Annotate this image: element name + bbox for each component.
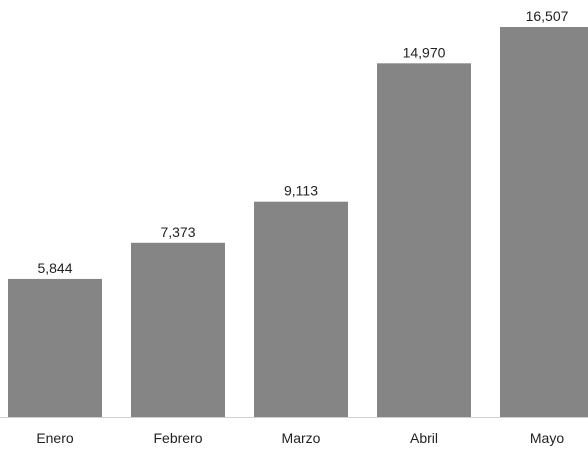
- value-label-febrero: 7,373: [160, 224, 195, 240]
- category-label-enero: Enero: [36, 430, 74, 446]
- value-label-abril: 14,970: [403, 44, 446, 60]
- category-label-marzo: Marzo: [282, 430, 321, 446]
- value-label-mayo: 16,507: [526, 8, 569, 24]
- bar-abril: [377, 63, 471, 417]
- bar-marzo: [254, 201, 348, 417]
- value-label-marzo: 9,113: [284, 183, 318, 199]
- category-label-febrero: Febrero: [153, 430, 202, 446]
- category-label-abril: Abril: [410, 430, 438, 446]
- category-labels-group: Enero Febrero Marzo Abril Mayo: [36, 430, 564, 446]
- bar-enero: [8, 278, 102, 417]
- value-label-enero: 5,844: [37, 260, 72, 276]
- category-label-mayo: Mayo: [530, 430, 564, 446]
- bars-group: [8, 27, 588, 417]
- value-labels-group: 5,844 7,373 9,113 14,970 16,507: [37, 8, 568, 276]
- bar-febrero: [131, 242, 225, 417]
- bar-mayo: [500, 27, 588, 417]
